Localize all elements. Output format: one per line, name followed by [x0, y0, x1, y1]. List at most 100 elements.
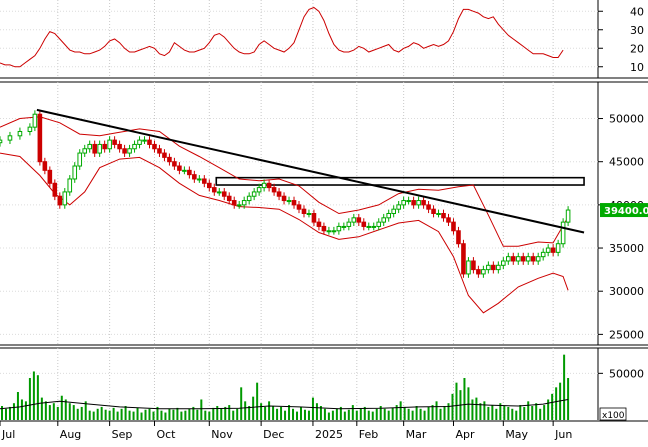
indicator-line [0, 6, 564, 68]
volume-bar [311, 397, 314, 420]
volume-bar [0, 406, 3, 420]
volume-bar [48, 405, 51, 420]
volume-bar [339, 406, 342, 420]
price-panel: 500004500040000350003000025000 39400.00 [0, 81, 648, 346]
volume-bar [168, 408, 171, 420]
candle-body [122, 148, 127, 154]
candle-body [226, 195, 232, 202]
volume-bar [276, 408, 279, 420]
candle-body [351, 217, 357, 223]
candle-body [7, 135, 13, 141]
candle-body [361, 221, 367, 227]
volume-bar [403, 406, 406, 420]
candle-body [102, 143, 107, 150]
bollinger-upper-band [0, 116, 569, 247]
volume-bar [539, 408, 542, 420]
month-label: Jul [1, 428, 15, 441]
volume-bar [555, 387, 558, 420]
month-label: Sep [112, 428, 133, 441]
candle-body [461, 243, 466, 275]
candle-body [82, 148, 88, 154]
volume-bar [296, 411, 299, 420]
month-label: Oct [156, 428, 176, 441]
indicator-tick-label: 30 [630, 24, 644, 37]
candle-body [281, 195, 287, 202]
bollinger-lower-band [0, 152, 569, 314]
volume-bar [208, 411, 211, 420]
volume-bar [56, 406, 59, 420]
price-y-ticks: 500004500040000350003000025000 [598, 113, 644, 341]
volume-bar [323, 408, 326, 420]
candle-body [520, 256, 526, 262]
volume-bar [88, 410, 91, 420]
volume-bar [240, 387, 243, 420]
volume-bar [411, 410, 414, 420]
volume-bar [140, 412, 143, 420]
volume-panel: 50000 x100 [0, 347, 648, 421]
volume-tick-label: 50000 [609, 367, 644, 380]
candle-body [396, 204, 401, 210]
volume-bar [367, 410, 370, 420]
volume-bar [551, 393, 554, 420]
indicator-tick-label: 20 [630, 42, 644, 55]
volume-bar [375, 408, 378, 420]
downtrend-line [36, 108, 585, 234]
volume-bar [100, 406, 103, 420]
candle-body [301, 208, 307, 215]
candle-body [486, 264, 491, 271]
candle-body [386, 213, 391, 219]
volume-bar [108, 410, 111, 420]
candle-body [466, 260, 471, 275]
candle-body [401, 200, 406, 206]
volume-bar [319, 406, 322, 420]
volume-bar [12, 403, 15, 420]
candle-body [540, 251, 546, 258]
candle-body [92, 143, 97, 154]
volume-bar [40, 397, 43, 420]
volume-bar [76, 408, 79, 420]
volume-bar [92, 411, 95, 420]
volume-bar [260, 403, 263, 420]
volume-bar [188, 408, 191, 420]
volume-bar [280, 406, 283, 420]
volume-bar [451, 393, 454, 420]
candle-body [331, 230, 337, 233]
last-price-tag: 39400.00 [600, 203, 648, 218]
resistance-box [215, 176, 585, 186]
price-tick-label: 35000 [609, 242, 644, 255]
volume-bar [152, 411, 155, 420]
volume-bar [224, 406, 227, 420]
time-axis: Jul Aug Sep Oct Nov Dec 2025 Feb Mar Apr May Jun [0, 420, 648, 441]
candle-body [376, 221, 382, 227]
volume-bar [435, 401, 438, 420]
candle-body [77, 152, 83, 167]
volume-bar [507, 406, 510, 420]
candle-body [147, 139, 152, 145]
volume-bar [351, 405, 354, 420]
candle-body [216, 191, 222, 194]
indicator-y-ticks: 40 30 20 10 [598, 5, 644, 74]
last-price-tag-background [600, 203, 648, 218]
volume-bar [236, 408, 239, 420]
volume-bar [212, 407, 215, 420]
candle-body [202, 178, 207, 184]
volume-bar [455, 382, 458, 420]
volume-bar [116, 411, 119, 420]
volume-bar [331, 410, 334, 420]
candle-body [192, 174, 197, 180]
candle-body [112, 139, 117, 145]
volume-bar [172, 409, 175, 420]
price-tick-label: 50000 [609, 113, 644, 126]
indicator-tick-label: 10 [630, 61, 644, 74]
volume-bar [471, 399, 474, 420]
month-label: May [505, 428, 528, 441]
volume-bar [264, 406, 267, 420]
candle-body [17, 130, 23, 137]
candle-body [256, 187, 262, 193]
volume-bar [415, 406, 418, 420]
month-label: Apr [455, 428, 475, 441]
volume-bar [196, 409, 199, 420]
candle-body [67, 178, 73, 193]
volume-bar [244, 401, 247, 420]
